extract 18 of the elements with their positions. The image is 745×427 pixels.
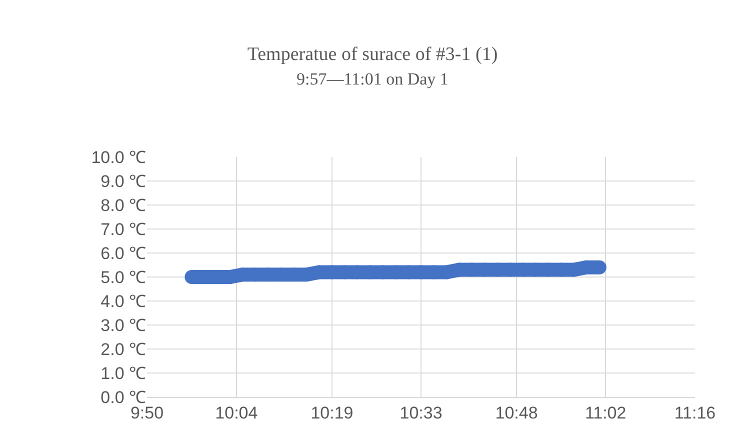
y-tick-label: 6.0 ℃ bbox=[100, 244, 146, 263]
x-tick-label: 11:16 bbox=[674, 403, 716, 422]
y-tick-label: 3.0 ℃ bbox=[100, 316, 146, 335]
x-tick-label: 10:33 bbox=[400, 403, 442, 422]
y-tick-label: 9.0 ℃ bbox=[100, 172, 146, 191]
x-tick-label: 11:02 bbox=[584, 403, 626, 422]
chart-title: Temperatue of surace of #3-1 (1) bbox=[247, 44, 498, 65]
y-tick-label: 2.0 ℃ bbox=[100, 340, 146, 359]
x-tick-label: 10:19 bbox=[310, 403, 354, 422]
y-tick-label: 5.0 ℃ bbox=[100, 268, 146, 287]
x-tick-label: 10:04 bbox=[215, 403, 258, 422]
y-tick-label: 10.0 ℃ bbox=[91, 148, 146, 167]
y-tick-label: 7.0 ℃ bbox=[100, 220, 146, 239]
y-tick-label: 4.0 ℃ bbox=[100, 292, 146, 311]
y-tick-label: 1.0 ℃ bbox=[100, 364, 146, 383]
y-tick-label: 8.0 ℃ bbox=[100, 196, 146, 215]
x-tick-label: 10:48 bbox=[495, 403, 538, 422]
chart-subtitle: 9:57—11:01 on Day 1 bbox=[296, 69, 448, 88]
